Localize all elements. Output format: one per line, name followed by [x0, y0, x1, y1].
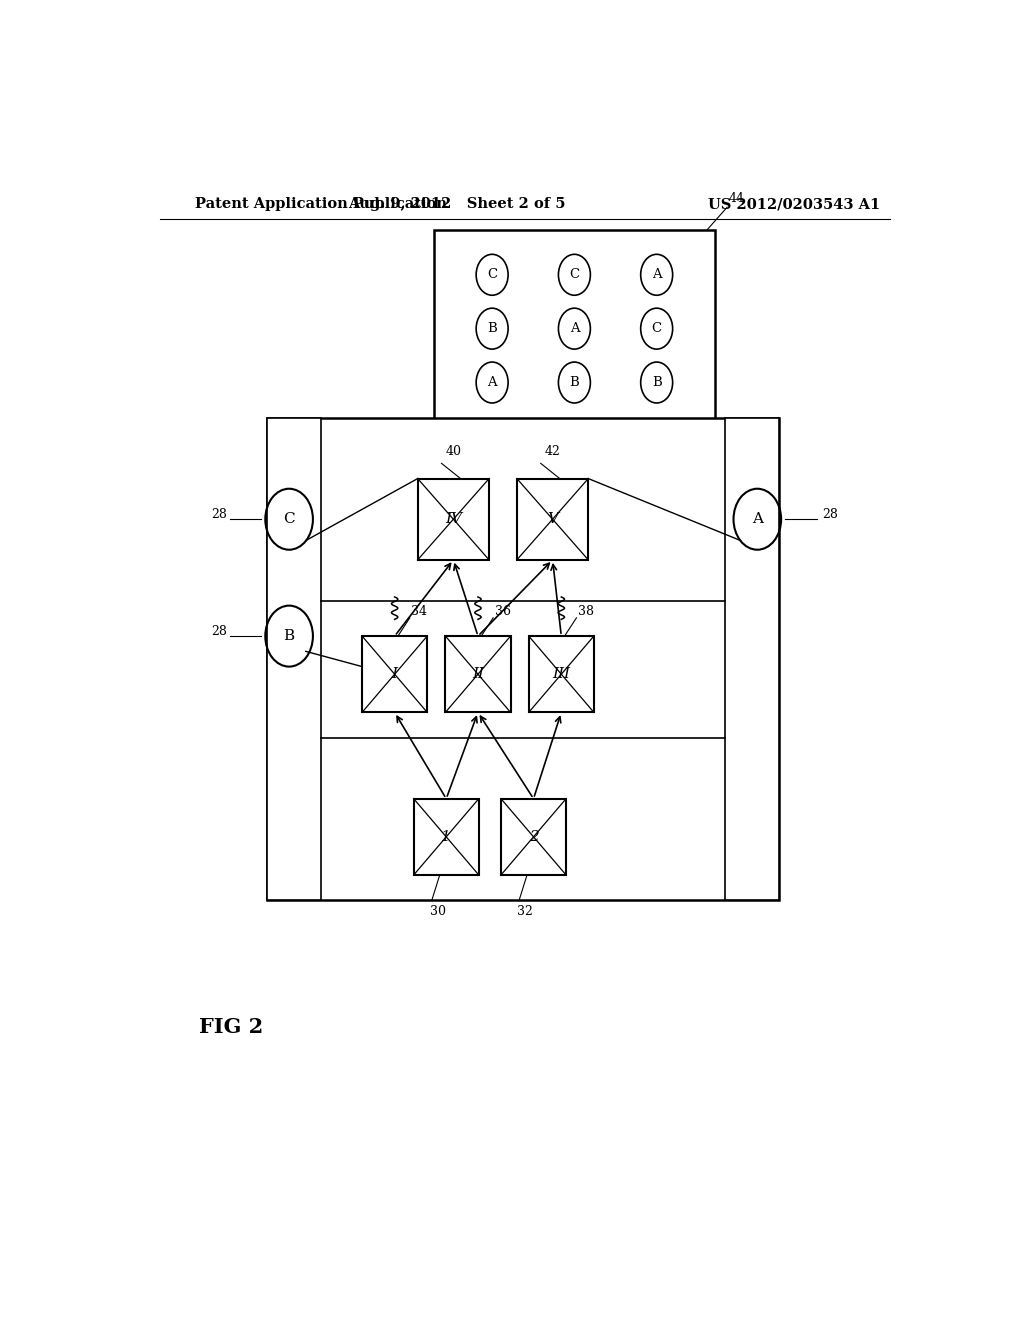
- Text: B: B: [652, 376, 662, 389]
- Bar: [267, 417, 321, 900]
- Bar: [501, 799, 566, 875]
- Text: V: V: [547, 512, 558, 527]
- Text: I: I: [391, 667, 397, 681]
- Bar: [517, 479, 588, 560]
- Bar: [418, 479, 489, 560]
- Bar: [414, 799, 479, 875]
- Text: Aug. 9, 2012   Sheet 2 of 5: Aug. 9, 2012 Sheet 2 of 5: [348, 197, 566, 211]
- Text: A: A: [569, 322, 580, 335]
- Text: 28: 28: [822, 508, 839, 520]
- Text: 36: 36: [495, 605, 511, 618]
- Bar: [267, 417, 778, 900]
- Bar: [725, 417, 779, 900]
- Bar: [362, 636, 427, 713]
- Text: A: A: [487, 376, 497, 389]
- Text: 28: 28: [211, 508, 227, 520]
- Text: Patent Application Publication: Patent Application Publication: [196, 197, 447, 211]
- Text: IV: IV: [444, 512, 462, 527]
- Text: C: C: [569, 268, 580, 281]
- Text: III: III: [552, 667, 570, 681]
- Text: 2: 2: [528, 830, 539, 843]
- Text: 34: 34: [412, 605, 427, 618]
- Text: B: B: [569, 376, 580, 389]
- Text: 42: 42: [545, 445, 560, 458]
- Text: 44: 44: [729, 193, 744, 205]
- Text: 1: 1: [441, 830, 452, 843]
- Text: B: B: [487, 322, 497, 335]
- Text: A: A: [652, 268, 662, 281]
- Text: A: A: [752, 512, 763, 527]
- Text: 40: 40: [445, 445, 462, 458]
- Text: FIG 2: FIG 2: [200, 1018, 263, 1038]
- Text: B: B: [284, 630, 295, 643]
- Text: 32: 32: [517, 906, 534, 919]
- Text: 28: 28: [211, 624, 227, 638]
- Text: 30: 30: [430, 906, 446, 919]
- Text: C: C: [487, 268, 498, 281]
- Bar: [433, 230, 715, 428]
- Text: C: C: [284, 512, 295, 527]
- Text: C: C: [651, 322, 662, 335]
- Bar: [445, 636, 511, 713]
- Text: II: II: [472, 667, 484, 681]
- Text: 38: 38: [579, 605, 594, 618]
- Text: US 2012/0203543 A1: US 2012/0203543 A1: [709, 197, 881, 211]
- Bar: [528, 636, 594, 713]
